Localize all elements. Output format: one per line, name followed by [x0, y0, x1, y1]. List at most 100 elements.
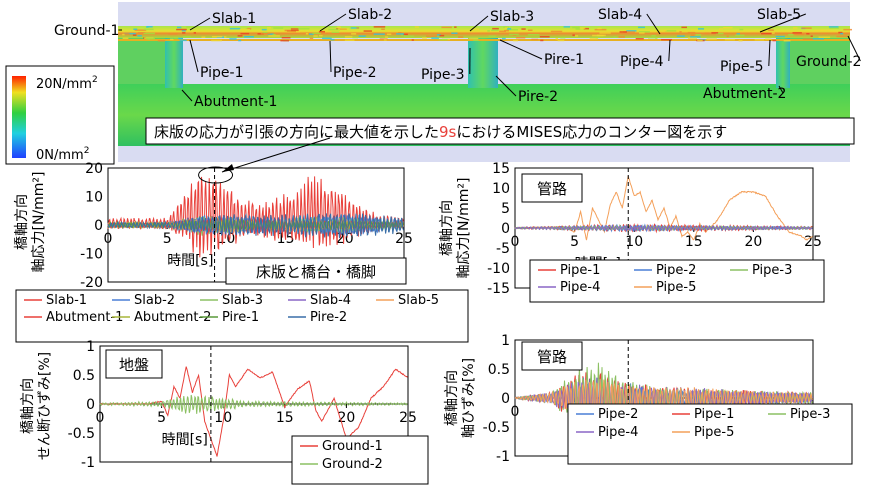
contour-speckle	[681, 26, 687, 29]
peak-highlight-ellipse	[198, 166, 234, 184]
legend-label: Pipe-5	[656, 280, 696, 295]
contour-speckle	[298, 28, 310, 30]
contour-speckle	[238, 39, 242, 42]
legend-box	[291, 435, 429, 485]
y-tick-label: 0	[94, 218, 103, 234]
contour-speckle	[350, 27, 359, 29]
contour-speckle	[618, 36, 625, 38]
contour-speckle	[309, 37, 314, 39]
contour-speckle	[352, 36, 358, 39]
contour-speckle	[838, 31, 843, 34]
chart-pipe_strain: 0510152025-1-0.500.51時間[s]橋軸方向軸ひずみ[%]管路P…	[444, 333, 853, 465]
contour-speckle	[338, 28, 350, 30]
y-tick-label: -0.5	[483, 420, 510, 436]
legend-box	[529, 259, 825, 303]
legend-label: Pipe-1	[694, 407, 734, 422]
contour-speckle	[724, 38, 735, 41]
x-tick-label: 0	[511, 404, 520, 420]
contour-speckle	[509, 33, 519, 36]
y-tick-label: 10	[85, 190, 103, 206]
contour-speckle	[501, 37, 506, 40]
slab-band	[118, 26, 850, 38]
contour-speckle	[594, 28, 607, 31]
abutment-1-block	[165, 38, 183, 88]
contour-speckle	[454, 26, 457, 28]
contour-label-pipe-2: Pipe-2	[333, 65, 376, 81]
contour-speckle	[403, 33, 408, 36]
x-tick-label: 25	[399, 410, 417, 426]
contour-speckle	[572, 26, 580, 29]
contour-speckle	[814, 29, 824, 32]
contour-speckle	[272, 33, 276, 36]
x-tick-label: 0	[104, 231, 113, 247]
contour-speckle	[738, 39, 743, 42]
x-axis-label: 時間[s]	[162, 432, 208, 448]
contour-speckle	[284, 29, 291, 32]
contour-speckle	[286, 30, 299, 32]
contour-speckle	[679, 31, 682, 33]
y-axis-label: 橋軸方向	[439, 200, 455, 256]
contour-speckle	[451, 32, 458, 34]
contour-speckle	[431, 37, 439, 39]
contour-speckle	[589, 37, 598, 40]
contour-label-ground-2: Ground-2	[796, 54, 861, 70]
x-axis-label: 時間[s]	[167, 253, 213, 269]
contour-speckle	[296, 30, 301, 33]
contour-speckle	[765, 38, 772, 40]
panel-title-box	[521, 341, 583, 371]
contour-speckle	[247, 27, 252, 30]
legend-label: Pipe-1	[560, 263, 600, 278]
y-axis-label: 橋軸方向	[444, 370, 460, 426]
x-tick-label: 5	[157, 410, 166, 426]
contour-speckle	[356, 27, 360, 29]
series-line-pipe-3	[514, 362, 813, 432]
contour-leader-line	[319, 13, 347, 32]
contour-leader-line	[189, 39, 199, 73]
contour-leader-line	[329, 40, 332, 73]
contour-speckle	[812, 38, 824, 40]
contour-speckle	[335, 26, 341, 28]
contour-label-abutment-2: Abutment-2	[703, 86, 786, 102]
ground-upper	[118, 38, 170, 84]
contour-speckle	[597, 27, 602, 30]
legend-label: Slab-1	[46, 293, 87, 308]
contour-label-pipe-3: Pipe-3	[421, 67, 464, 83]
contour-speckle	[309, 33, 314, 35]
contour-speckle	[411, 39, 414, 41]
caption: 床版の応力が引張の方向に最大値を示した9sにおけるMISES応力のコンター図を示…	[154, 123, 727, 141]
panel-title-box	[105, 349, 163, 379]
contour-speckle	[123, 33, 130, 35]
contour-speckle	[312, 32, 321, 35]
contour-speckle	[273, 27, 284, 29]
contour-speckle	[772, 39, 777, 42]
y-tick-label: -10	[487, 261, 510, 277]
y-tick-label: -5	[496, 241, 510, 257]
caption-arrow	[221, 137, 331, 173]
chart-pipe_stress: 0510152025-15-10-5051015時間[s]橋軸方向軸応力[N/m…	[439, 161, 825, 303]
contour-speckle	[328, 26, 338, 28]
contour-speckle	[240, 32, 250, 35]
y-tick-label: 1	[501, 333, 510, 349]
contour-speckle	[736, 33, 740, 35]
contour-speckle	[638, 31, 650, 33]
y-tick-label: 1	[86, 339, 95, 355]
contour-speckle	[521, 28, 526, 30]
contour-speckle	[820, 29, 831, 31]
contour-speckle	[328, 28, 340, 31]
contour-speckle	[281, 37, 291, 39]
contour-speckle	[527, 29, 533, 31]
contour-speckle	[239, 28, 250, 31]
y-axis-label: 橋軸方向	[20, 378, 36, 434]
contour-speckle	[290, 28, 299, 30]
colorbar-bottom-label: 0N/mm2	[36, 146, 89, 163]
contour-speckle	[560, 37, 566, 39]
panel-title: 床版と橋台・橋脚	[256, 263, 376, 281]
contour-speckle	[499, 30, 506, 33]
contour-speckle	[344, 36, 353, 38]
contour-speckle	[398, 32, 402, 34]
contour-speckle	[711, 32, 719, 34]
legend-label: Slab-4	[310, 293, 351, 308]
contour-speckle	[181, 30, 186, 32]
contour-speckle	[687, 31, 696, 34]
